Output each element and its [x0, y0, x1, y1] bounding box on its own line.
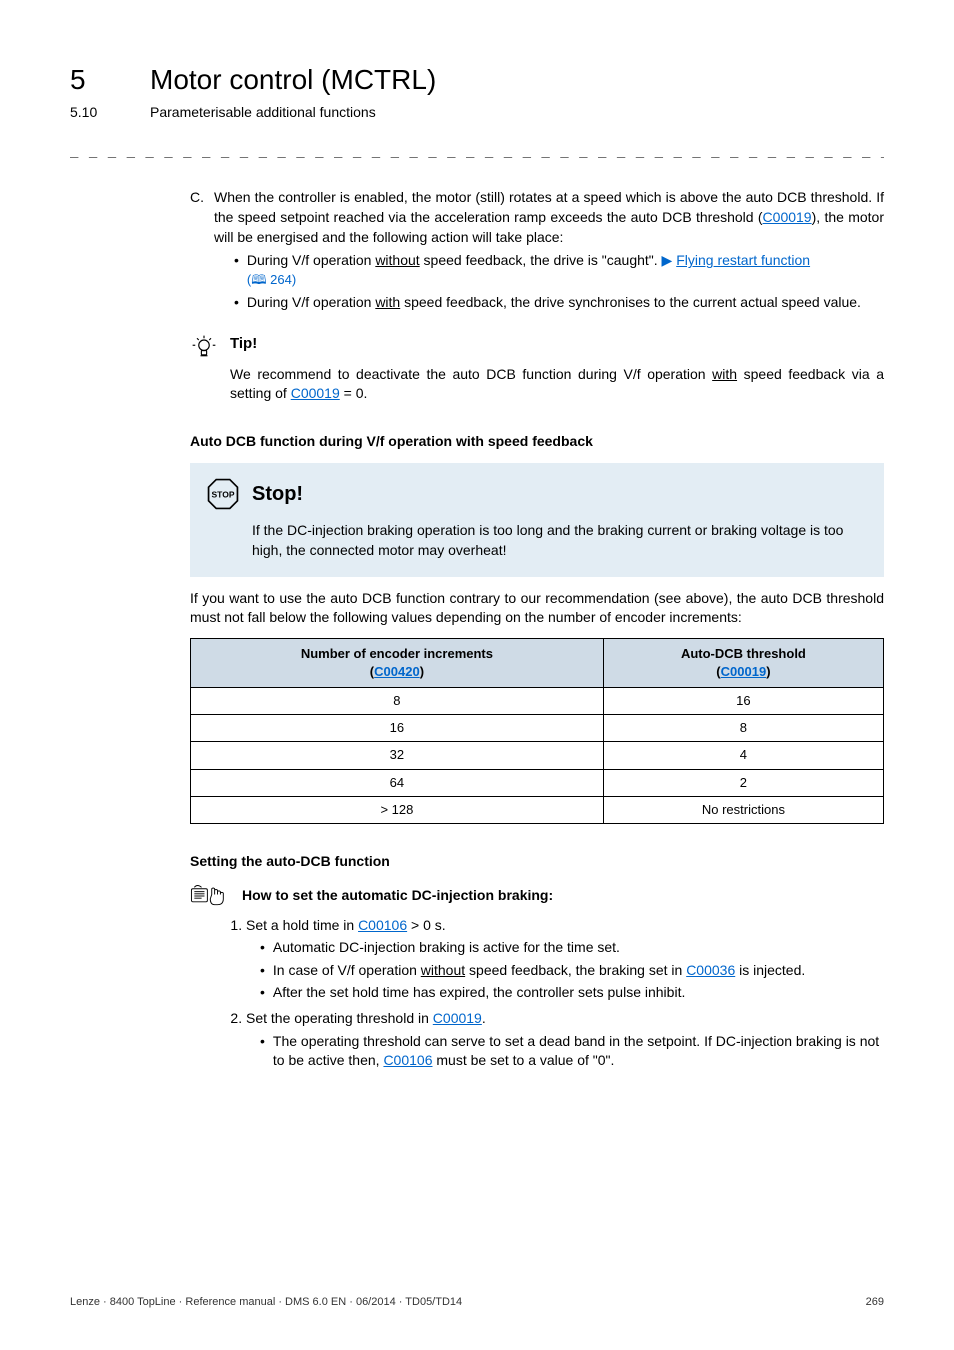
cell: 8: [191, 688, 604, 715]
cell: 32: [191, 742, 604, 769]
footer-left: Lenze · 8400 TopLine · Reference manual …: [70, 1295, 462, 1310]
bullet-body: In case of V/f operation without speed f…: [273, 961, 805, 981]
cell: 4: [603, 742, 883, 769]
list-letter: C.: [190, 188, 204, 312]
bullet-dot: •: [260, 961, 265, 981]
page-number: 269: [866, 1295, 884, 1310]
table-row: 324: [191, 742, 884, 769]
param-link-c00019[interactable]: C00019: [433, 1010, 482, 1026]
chapter-title: Motor control (MCTRL): [150, 60, 436, 99]
bullet-body: During V/f operation with speed feedback…: [247, 293, 861, 313]
list-item-body: When the controller is enabled, the moto…: [214, 188, 884, 312]
stop-icon: STOP: [206, 477, 240, 511]
bullet-dot: •: [260, 1032, 265, 1071]
text: speed feedback, the braking set in: [465, 962, 686, 978]
tip-body: We recommend to deactivate the auto DCB …: [230, 365, 884, 404]
text: Number of encoder increments: [301, 646, 493, 661]
howto-label: How to set the automatic DC-injection br…: [242, 886, 553, 906]
cell: 16: [191, 715, 604, 742]
text: Set a hold time in: [246, 917, 358, 933]
underline: with: [375, 294, 400, 310]
text: During V/f operation: [247, 294, 375, 310]
bullet-dot: •: [234, 293, 239, 313]
stop-box: STOP Stop! If the DC-injection braking o…: [190, 463, 884, 576]
page-ref[interactable]: (🕮 264): [247, 271, 810, 289]
table-header-1: Number of encoder increments (C00420): [191, 638, 604, 687]
bullet-body: During V/f operation without speed feedb…: [247, 251, 810, 289]
arrow-icon: ▶: [662, 252, 673, 268]
text: .: [482, 1010, 486, 1026]
cell: 2: [603, 769, 883, 796]
underline: with: [712, 366, 737, 382]
text: Auto-DCB threshold: [681, 646, 806, 661]
paragraph: If you want to use the auto DCB function…: [190, 589, 884, 628]
param-link-c00036[interactable]: C00036: [686, 962, 735, 978]
bullet-body: The operating threshold can serve to set…: [273, 1032, 884, 1071]
text: We recommend to deactivate the auto DCB …: [230, 366, 712, 382]
threshold-table: Number of encoder increments (C00420) Au…: [190, 638, 884, 824]
text: After the set hold time has expired, the…: [273, 983, 685, 1003]
text: = 0.: [340, 385, 368, 401]
bullet-dot: •: [260, 983, 265, 1003]
section-heading: Setting the auto-DCB function: [190, 852, 884, 872]
text: speed feedback, the drive synchronises t…: [400, 294, 861, 310]
cell: 64: [191, 769, 604, 796]
param-link-c00019[interactable]: C00019: [721, 664, 767, 679]
underline: without: [421, 962, 465, 978]
chapter-number: 5: [70, 60, 110, 99]
text: speed feedback, the drive is "caught".: [420, 252, 662, 268]
table-row: 642: [191, 769, 884, 796]
text: Set the operating threshold in: [246, 1010, 433, 1026]
bullet-dot: •: [234, 251, 239, 289]
text: > 0 s.: [407, 917, 446, 933]
text: must be set to a value of "0".: [432, 1052, 614, 1068]
text: During V/f operation: [247, 252, 375, 268]
table-row: 168: [191, 715, 884, 742]
param-link-c00106[interactable]: C00106: [383, 1052, 432, 1068]
table-header-2: Auto-DCB threshold (C00019): [603, 638, 883, 687]
cell: 16: [603, 688, 883, 715]
section-number: 5.10: [70, 103, 110, 123]
step-2: Set the operating threshold in C00019. •…: [246, 1009, 884, 1071]
param-link-c00019[interactable]: C00019: [291, 385, 340, 401]
lightbulb-icon: [190, 333, 218, 361]
text: In case of V/f operation: [273, 962, 421, 978]
divider: _ _ _ _ _ _ _ _ _ _ _ _ _ _ _ _ _ _ _ _ …: [70, 141, 884, 161]
underline: without: [375, 252, 419, 268]
hand-pointer-icon: [190, 884, 232, 908]
section-heading: Auto DCB function during V/f operation w…: [190, 432, 884, 452]
tip-label: Tip!: [230, 333, 257, 354]
text: Automatic DC-injection braking is active…: [273, 938, 620, 958]
param-link-c00106[interactable]: C00106: [358, 917, 407, 933]
svg-text:STOP: STOP: [212, 490, 235, 500]
text: is injected.: [735, 962, 805, 978]
table-row: 816: [191, 688, 884, 715]
bullet-dot: •: [260, 938, 265, 958]
cell: 8: [603, 715, 883, 742]
cell: No restrictions: [603, 796, 883, 823]
stop-label: Stop!: [252, 480, 303, 508]
param-link-c00420[interactable]: C00420: [374, 664, 420, 679]
section-title: Parameterisable additional functions: [150, 103, 376, 123]
cell: > 128: [191, 796, 604, 823]
table-row: > 128No restrictions: [191, 796, 884, 823]
flying-restart-link[interactable]: Flying restart function: [676, 252, 810, 268]
stop-body: If the DC-injection braking operation is…: [252, 521, 868, 560]
step-1: Set a hold time in C00106 > 0 s. • Automa…: [246, 916, 884, 1003]
param-link-c00019[interactable]: C00019: [763, 209, 812, 225]
